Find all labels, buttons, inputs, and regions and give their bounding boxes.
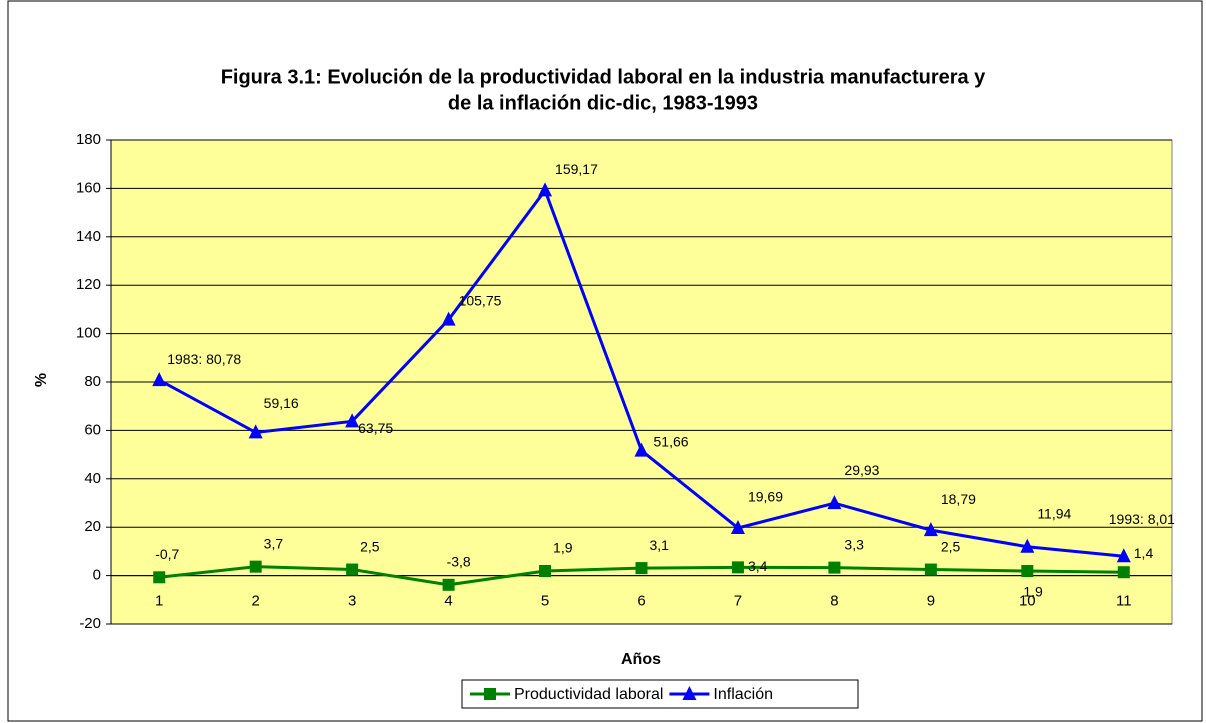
marker (828, 561, 841, 574)
y-tick-label: 140 (76, 228, 101, 245)
marker (635, 562, 648, 575)
marker (682, 686, 697, 700)
legend-label: Productividad laboral (514, 686, 663, 703)
marker (441, 311, 456, 326)
marker (153, 571, 166, 584)
marker (730, 519, 745, 534)
data-label: 2,5 (941, 538, 961, 554)
x-tick-label: 7 (734, 593, 742, 610)
marker (1021, 565, 1034, 578)
data-label: 1,9 (1023, 584, 1043, 600)
x-tick-label: 8 (830, 593, 838, 610)
data-label: 59,16 (264, 395, 299, 411)
x-tick-label: 10 (1019, 593, 1036, 610)
data-label: 1,4 (1134, 545, 1154, 561)
x-tick-label: 1 (155, 593, 163, 610)
data-label: 63,75 (358, 420, 393, 436)
y-tick-label: 180 (76, 131, 101, 148)
marker (484, 688, 496, 700)
marker (539, 565, 552, 578)
legend-label: Inflación (713, 686, 773, 703)
x-tick-label: 4 (444, 593, 452, 610)
data-label: 1,9 (553, 540, 573, 556)
data-label: 159,17 (555, 161, 598, 177)
y-axis-title: % (33, 373, 50, 387)
data-label: -3,8 (447, 553, 471, 569)
data-label: 11,94 (1037, 505, 1071, 521)
data-label: 1993: 8,01 (1109, 511, 1175, 527)
marker (1116, 548, 1131, 563)
marker (923, 522, 938, 537)
data-label: 3,4 (748, 558, 768, 574)
chart-title: Figura 3.1: Evolución de la productivida… (221, 66, 986, 88)
marker (248, 424, 263, 439)
data-label: 3,1 (650, 537, 670, 553)
x-tick-label: 6 (637, 593, 645, 610)
legend (461, 679, 859, 709)
data-label: 18,79 (941, 491, 976, 507)
marker (634, 442, 649, 457)
data-label: 3,7 (264, 535, 284, 551)
y-tick-label: 80 (84, 373, 101, 390)
data-label: 1983: 80,78 (167, 351, 241, 367)
x-tick-label: 9 (927, 593, 935, 610)
marker (345, 413, 360, 428)
marker (249, 560, 262, 573)
marker (152, 372, 167, 387)
y-tick-label: 120 (76, 276, 101, 293)
data-label: 105,75 (459, 292, 502, 308)
data-label: 29,93 (844, 462, 879, 478)
y-tick-label: 20 (84, 518, 101, 535)
x-tick-label: 5 (541, 593, 549, 610)
data-label: 2,5 (360, 538, 380, 554)
x-axis-title: Años (621, 651, 661, 668)
marker (731, 561, 744, 574)
x-tick-label: 2 (252, 593, 260, 610)
chart-title: de la inflación dic-dic, 1983-1993 (448, 92, 758, 114)
y-tick-label: 160 (76, 179, 101, 196)
y-tick-label: 0 (93, 567, 101, 584)
data-label: 19,69 (748, 489, 783, 505)
marker (1020, 538, 1035, 553)
data-label: 3,3 (844, 536, 864, 552)
y-tick-label: -20 (79, 615, 101, 632)
y-tick-label: 100 (76, 325, 101, 342)
y-tick-label: 40 (84, 470, 101, 487)
marker (827, 495, 842, 510)
marker (538, 182, 553, 197)
marker (346, 563, 359, 576)
x-tick-label: 11 (1116, 593, 1132, 610)
marker (1117, 566, 1130, 579)
data-label: -0,7 (155, 546, 179, 562)
marker (442, 578, 455, 591)
y-tick-label: 60 (84, 421, 101, 438)
data-label: 51,66 (654, 433, 689, 449)
x-tick-label: 3 (348, 593, 356, 610)
marker (924, 563, 937, 576)
